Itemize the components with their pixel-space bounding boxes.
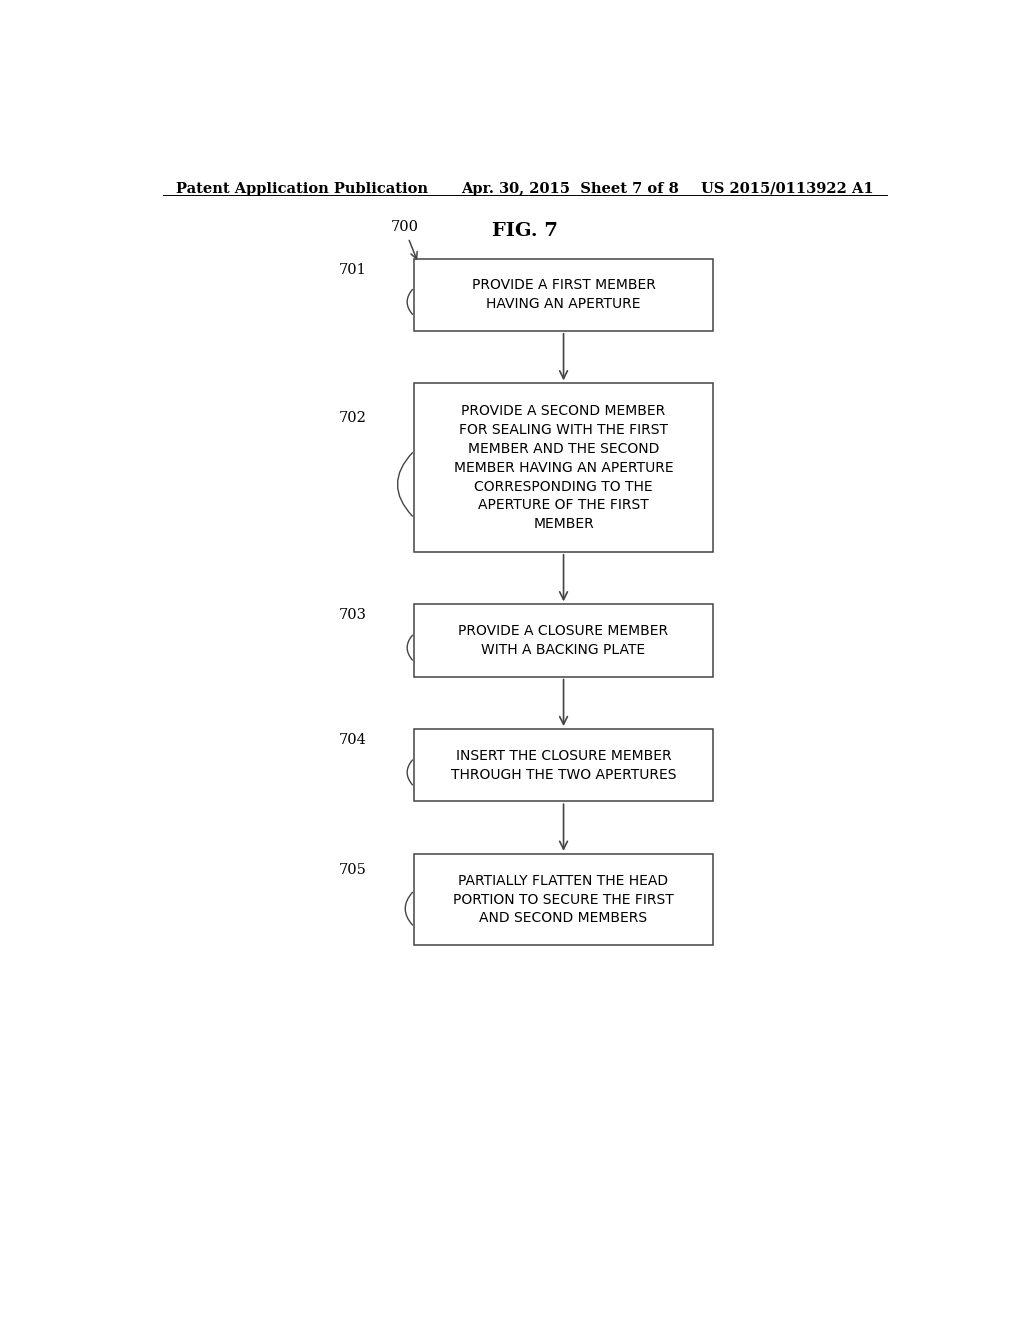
Bar xyxy=(415,729,713,801)
Text: INSERT THE CLOSURE MEMBER
THROUGH THE TWO APERTURES: INSERT THE CLOSURE MEMBER THROUGH THE TW… xyxy=(451,748,676,781)
Text: Apr. 30, 2015  Sheet 7 of 8: Apr. 30, 2015 Sheet 7 of 8 xyxy=(461,182,679,195)
Text: PROVIDE A SECOND MEMBER
FOR SEALING WITH THE FIRST
MEMBER AND THE SECOND
MEMBER : PROVIDE A SECOND MEMBER FOR SEALING WITH… xyxy=(454,404,674,532)
Bar xyxy=(415,383,713,552)
Text: Patent Application Publication: Patent Application Publication xyxy=(176,182,428,195)
Bar xyxy=(415,605,713,677)
Text: 700: 700 xyxy=(391,220,419,234)
Text: 702: 702 xyxy=(339,412,367,425)
Bar xyxy=(415,259,713,331)
Text: 703: 703 xyxy=(338,609,367,622)
Text: FIG. 7: FIG. 7 xyxy=(492,222,558,239)
Text: 701: 701 xyxy=(339,263,367,277)
Bar xyxy=(415,854,713,945)
Text: PROVIDE A CLOSURE MEMBER
WITH A BACKING PLATE: PROVIDE A CLOSURE MEMBER WITH A BACKING … xyxy=(459,624,669,657)
Text: 704: 704 xyxy=(339,733,367,747)
Text: US 2015/0113922 A1: US 2015/0113922 A1 xyxy=(700,182,873,195)
Text: PROVIDE A FIRST MEMBER
HAVING AN APERTURE: PROVIDE A FIRST MEMBER HAVING AN APERTUR… xyxy=(472,279,655,312)
Text: PARTIALLY FLATTEN THE HEAD
PORTION TO SECURE THE FIRST
AND SECOND MEMBERS: PARTIALLY FLATTEN THE HEAD PORTION TO SE… xyxy=(454,874,674,925)
Text: 705: 705 xyxy=(339,862,367,876)
